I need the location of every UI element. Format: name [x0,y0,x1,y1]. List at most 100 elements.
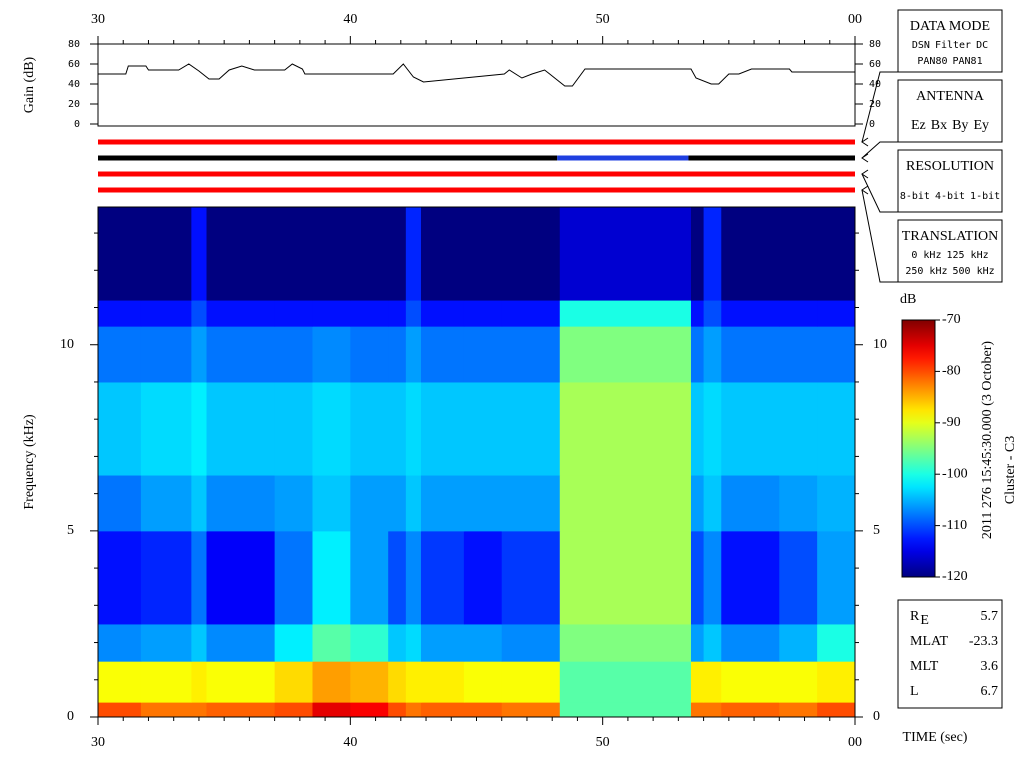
spectrogram-cell [388,300,407,327]
spectrogram-cell [350,661,389,703]
spectrogram-cell [350,702,389,718]
spectrogram-cell [721,381,780,476]
gain-line [98,63,855,87]
spectrogram-cell [779,207,818,301]
spectrogram-cell [388,207,407,301]
spectrogram-cell [463,623,503,662]
spectrogram-cell [350,530,389,625]
spectrogram-cell [703,623,722,662]
spectrogram-cell [274,530,313,625]
legend-box [897,79,1003,143]
spectrogram-cell [817,300,856,327]
spectrogram-cell [501,300,561,327]
spectrogram-cell [206,300,276,327]
spectrogram-cell [312,530,351,625]
spectrogram-cell [206,661,276,703]
spectrogram-cell [206,475,276,532]
legend-item: 125 kHz [946,250,988,261]
spectrogram-cell [559,207,692,301]
spectrogram-cell [312,326,351,383]
spectrogram-cell [350,207,389,301]
spectrogram-cell [501,623,561,662]
spectrogram-cell [98,475,142,532]
spectrogram-cell [140,702,192,718]
spectrogram-cell [140,300,192,327]
x-tick-label-top: 50 [596,12,610,27]
spectrogram-cell [420,623,465,662]
spectrogram-cell [779,326,818,383]
spectrogram-cell [312,207,351,301]
spectrogram-cell [721,300,780,327]
info-label: R [910,609,920,624]
spectrogram-cell [817,381,856,476]
spectrogram-cell [274,300,313,327]
spectrogram-cell [721,530,780,625]
y-tick-label-right: 80 [869,39,881,50]
spectrogram-cell [690,475,705,532]
legend-item: Filter [935,40,971,51]
spectrogram-cell [191,702,208,718]
colorbar [901,319,936,578]
info-value: 3.6 [981,659,999,674]
spectrogram-cell [463,702,503,718]
y-tick-label-right: 10 [873,337,887,352]
spectrogram-cell [405,530,422,625]
spectrogram-cell [140,475,192,532]
spectrogram-cell [817,623,856,662]
y-axis-label: Frequency (kHz) [22,414,37,510]
spectrogram-cell [140,326,192,383]
spectrogram-cell [140,661,192,703]
legend-item: 250 kHz [905,266,947,277]
y-tick-label-right: 5 [873,523,880,538]
spectrogram-cell [501,475,561,532]
legend-box [897,149,1003,213]
spectrogram-cell [501,530,561,625]
spectrogram-cell [559,300,692,327]
spectrogram-cell [274,381,313,476]
info-value: 5.7 [981,609,999,624]
mode-bar [557,155,689,161]
spectrogram-cell [559,702,692,718]
info-box [897,599,1003,709]
legend-item: By [952,118,968,133]
legend-item: PAN81 [953,56,983,67]
spectrogram-cell [405,381,422,476]
spectrogram-cell [206,702,276,718]
spectrogram-cell [779,530,818,625]
colorbar-tick-label: -110 [942,518,967,533]
spectrogram-cell [191,381,208,476]
mode-bar [98,187,855,193]
spectrogram-cell [779,300,818,327]
spectrogram-cell [420,381,465,476]
spectrogram-cell [350,623,389,662]
legend-connector [861,169,898,213]
spectrogram-cell [463,530,503,625]
spectrogram-cell [274,661,313,703]
spectrogram-cell [388,326,407,383]
spectrogram-cell [779,475,818,532]
spectrogram-cell [420,530,465,625]
spectrogram-cell [206,530,276,625]
spectrogram-cell [817,702,856,718]
spectrogram-cell [690,300,705,327]
spectrogram-cell [817,207,856,301]
spectrogram-cell [463,475,503,532]
date-caption: 2011 276 15:45:30.000 (3 October) [980,341,995,540]
spectrogram-cell [817,530,856,625]
spectrogram-cell [350,475,389,532]
spectrogram-cell [559,326,692,383]
spectrogram-cell [98,381,142,476]
legend-item: Ey [973,118,989,133]
spectrogram-cell [463,661,503,703]
spectrogram-cell [703,661,722,703]
spectrogram-cell [559,623,692,662]
spectrogram-cell [721,661,780,703]
y-tick-label-right: 0 [869,119,875,130]
spectrogram-cell [98,702,142,718]
colorbar-tick-label: -80 [942,364,961,379]
spectrogram-cell [191,300,208,327]
spectrogram-cell [312,702,351,718]
spectrogram-cell [350,381,389,476]
spectrogram-cell [779,702,818,718]
